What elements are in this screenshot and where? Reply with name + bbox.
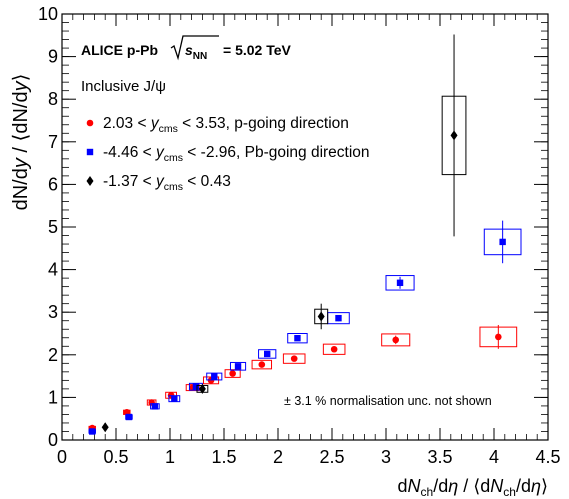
legend-label: -1.37 < ycms < 0.43 [103, 173, 231, 193]
data-marks [88, 34, 522, 435]
data-point [151, 403, 159, 410]
sqrt-symbol [170, 35, 219, 61]
x-tick-label: 3.5 [427, 447, 452, 467]
series-diamond [101, 34, 467, 433]
legend-entry: -4.46 < ycms < -2.96, Pb-going direction [86, 144, 370, 164]
data-point [495, 333, 502, 341]
legend-marker [86, 148, 94, 156]
x-tick-label: 1 [165, 447, 175, 467]
data-point [330, 345, 338, 353]
data-point [290, 355, 298, 362]
x-tick-label: 2 [273, 447, 283, 467]
legend-entry: -1.37 < ycms < 0.43 [86, 173, 231, 193]
x-axis-label: dNch/dη / ⟨dNch/dη⟩ [398, 476, 549, 499]
x-tick-label: 4.5 [535, 447, 560, 467]
x-tick-label: 3 [381, 447, 391, 467]
y-tick-label: 10 [38, 4, 58, 24]
experiment-label: ALICE p-Pb [81, 42, 158, 58]
series-square [88, 220, 522, 435]
systematic-box [251, 359, 273, 370]
x-tick-label: 1.5 [211, 447, 236, 467]
systematic-box [229, 361, 247, 371]
systematic-box [258, 349, 277, 359]
data-point [264, 350, 271, 358]
series-circle [88, 324, 518, 432]
data-point [171, 395, 178, 402]
data-point [229, 370, 236, 377]
data-point [499, 238, 506, 246]
y-tick-label: 0 [48, 430, 58, 450]
data-point [125, 413, 133, 421]
axes: 0 0.5 1 1.5 2 2.5 3 3.5 4 4.5 0 1 2 3 4 5 6 7 8 9 10 [38, 4, 561, 467]
y-tick-label: 2 [48, 345, 58, 365]
x-tick-label: 4 [489, 447, 499, 467]
systematic-box [322, 343, 346, 355]
subtitle-label: Inclusive J/ψ [81, 78, 166, 95]
legend-marker [86, 119, 94, 127]
data-point [234, 363, 242, 370]
data-point [396, 279, 404, 287]
data-point [317, 311, 325, 322]
data-point [101, 422, 109, 433]
legend: 2.03 < ycms < 3.53, p-going direction -4.… [86, 115, 370, 193]
legend-marker [86, 176, 94, 186]
normalisation-note: ± 3.1 % normalisation unc. not shown [284, 394, 492, 408]
legend-label: 2.03 < ycms < 3.53, p-going direction [103, 115, 349, 135]
data-point [192, 383, 200, 390]
data-point [392, 336, 400, 344]
energy-label: sNN = 5.02 TeV [170, 35, 292, 62]
systematic-box [282, 353, 306, 364]
systematic-box [206, 372, 223, 381]
systematic-box [381, 333, 411, 347]
data-point [198, 383, 206, 394]
energy-value: = 5.02 TeV [223, 42, 292, 58]
data-point [335, 314, 342, 322]
data-point [211, 373, 218, 380]
y-tick-label: 5 [48, 217, 58, 237]
legend-label: -4.46 < ycms < -2.96, Pb-going direction [103, 144, 370, 164]
x-tick-label: 0.5 [103, 447, 128, 467]
x-tick-label: 2.5 [319, 447, 344, 467]
data-point [258, 361, 266, 368]
systematic-box [385, 275, 415, 291]
data-point [450, 130, 458, 141]
y-tick-label: 1 [48, 387, 58, 407]
y-tick-label: 9 [48, 47, 58, 67]
systematic-box [287, 333, 308, 344]
y-tick-label: 6 [48, 174, 58, 194]
y-tick-label: 4 [48, 260, 58, 280]
data-point [89, 428, 96, 435]
y-tick-label: 8 [48, 89, 58, 109]
y-axis-label: dN/dy / ⟨dN/dy⟩ [10, 74, 32, 211]
x-tick-label: 0 [57, 447, 67, 467]
y-tick-label: 3 [48, 302, 58, 322]
data-point [294, 334, 301, 342]
svg-text:sNN: sNN [185, 42, 207, 62]
legend-entry: 2.03 < ycms < 3.53, p-going direction [86, 115, 349, 135]
y-tick-label: 7 [48, 132, 58, 152]
